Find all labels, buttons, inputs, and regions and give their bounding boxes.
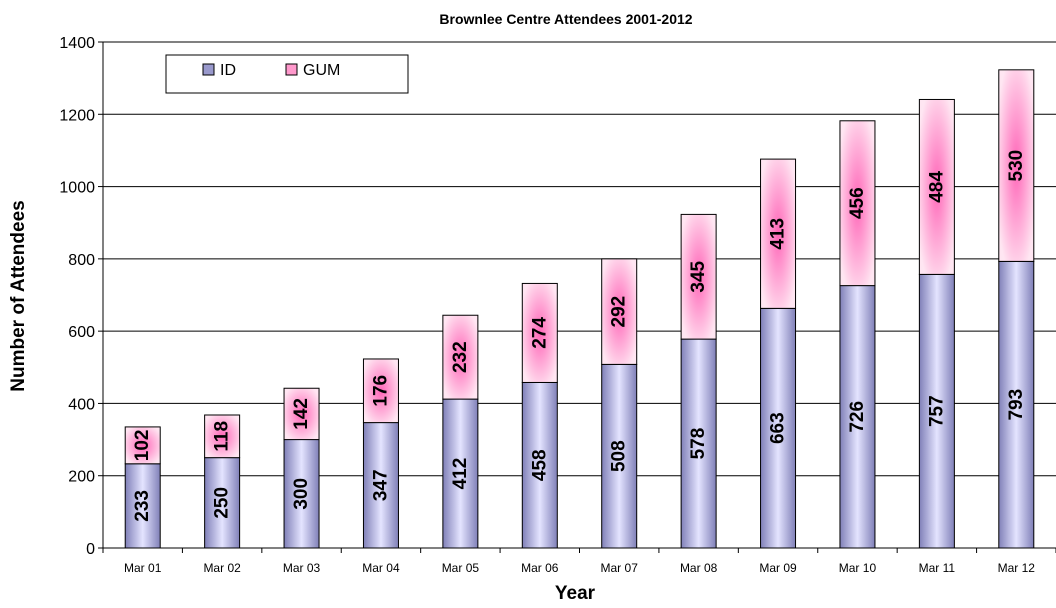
bar-gum [124, 426, 161, 465]
x-tick-label: Mar 02 [203, 561, 241, 575]
y-tick-label: 400 [68, 396, 95, 413]
x-tick-label: Mar 04 [362, 561, 400, 575]
data-label-gum: 274 [529, 317, 550, 349]
data-label-id: 412 [450, 458, 471, 490]
bar-gum [442, 314, 479, 400]
x-tick-label: Mar 07 [601, 561, 639, 575]
data-label-id: 663 [768, 412, 789, 444]
data-label-id: 250 [212, 487, 233, 519]
y-tick-label: 1400 [59, 35, 95, 52]
bar-id [442, 398, 479, 549]
bar-gum [998, 69, 1035, 262]
y-tick-label: 1200 [59, 107, 95, 124]
legend-swatch-id [202, 63, 215, 76]
data-label-gum: 232 [450, 341, 471, 373]
data-label-id: 578 [688, 428, 709, 460]
bar-gum [283, 387, 320, 441]
data-label-gum: 530 [1006, 150, 1027, 182]
x-tick-label: Mar 01 [124, 561, 162, 575]
bar-id [283, 439, 320, 549]
data-label-gum: 176 [370, 375, 391, 407]
bars: 233 102 250 118 300 142 347 176 412 232 458 274 508 2… [124, 69, 1035, 549]
data-label-id: 300 [291, 478, 312, 510]
bar-gum [521, 282, 558, 383]
bar-gum [760, 158, 797, 309]
data-label-id: 726 [847, 401, 868, 433]
y-tick-label: 800 [68, 252, 95, 269]
data-label-id: 458 [529, 449, 550, 481]
bar-id [998, 260, 1035, 549]
bar-id [601, 363, 638, 549]
x-tick-label: Mar 09 [759, 561, 797, 575]
data-label-id: 233 [132, 490, 153, 522]
x-axis-title: Year [555, 583, 596, 604]
data-label-gum: 456 [847, 187, 868, 219]
legend-label-gum: GUM [303, 62, 340, 79]
bar-gum [839, 120, 876, 287]
data-label-id: 757 [926, 395, 947, 427]
bar-id [760, 307, 797, 549]
bar-gum [362, 358, 399, 424]
legend-label-id: ID [220, 62, 236, 79]
data-label-id: 347 [370, 469, 391, 501]
data-label-id: 793 [1006, 389, 1027, 421]
x-tick-label: Mar 10 [839, 561, 877, 575]
data-label-gum: 102 [132, 430, 153, 462]
data-label-gum: 142 [291, 398, 312, 430]
grid-lines [103, 41, 1056, 477]
x-tick-label: Mar 05 [442, 561, 480, 575]
data-label-gum: 118 [212, 421, 233, 452]
x-axis: Mar 01 Mar 02 Mar 03 Mar 04 Mar 05 Mar 06 Mar … [102, 547, 1056, 575]
x-tick-label: Mar 11 [919, 561, 956, 575]
y-tick-label: 600 [68, 324, 95, 341]
y-tick-label: 0 [86, 541, 95, 558]
data-label-gum: 484 [926, 171, 947, 203]
legend-swatch-gum [285, 63, 298, 76]
bar-id [521, 381, 558, 549]
x-tick-label: Mar 06 [521, 561, 559, 575]
y-axis-title: Number of Attendees [8, 200, 29, 391]
x-tick-label: Mar 12 [998, 561, 1036, 575]
y-tick-label: 1000 [59, 180, 95, 197]
y-tick-label: 200 [68, 469, 95, 486]
bar-id [918, 273, 955, 549]
data-label-id: 508 [609, 440, 630, 472]
y-axis: 0 200 400 600 800 1000 1200 1400 [59, 35, 104, 558]
x-tick-label: Mar 08 [680, 561, 718, 575]
x-tick-label: Mar 03 [283, 561, 321, 575]
bar-gum [918, 98, 955, 275]
data-label-gum: 413 [768, 218, 789, 250]
bar-gum [204, 414, 241, 459]
bar-gum [680, 213, 717, 340]
data-label-gum: 345 [688, 260, 709, 292]
legend: ID GUM [165, 54, 409, 94]
chart-title: Brownlee Centre Attendees 2001-2012 [439, 11, 692, 27]
data-label-gum: 292 [609, 296, 630, 328]
bar-id [839, 285, 876, 549]
bar-gum [601, 258, 638, 365]
bar-id [680, 338, 717, 549]
